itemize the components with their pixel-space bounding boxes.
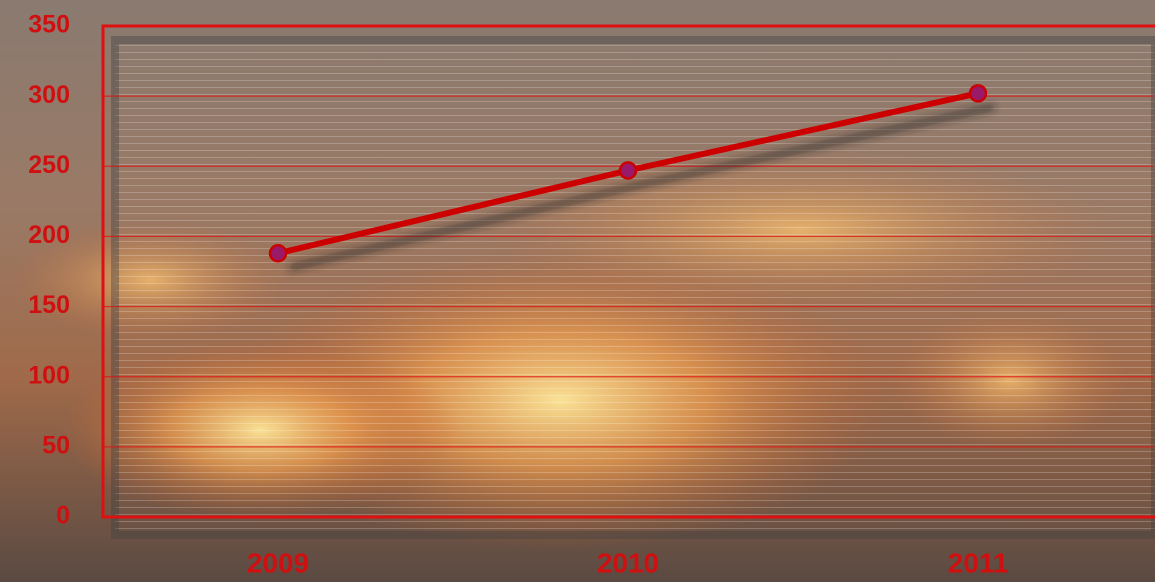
data-point xyxy=(968,84,988,103)
data-point xyxy=(268,244,288,263)
y-tick-label: 0 xyxy=(56,502,70,530)
series xyxy=(268,84,988,263)
y-tick-label: 150 xyxy=(28,291,70,319)
y-tick-label: 50 xyxy=(42,431,70,459)
plot-texture xyxy=(115,40,1155,535)
plot-frame-shadow xyxy=(111,36,1155,539)
y-tick-label: 250 xyxy=(28,151,70,179)
y-tick-label: 200 xyxy=(28,221,70,249)
x-tick-label: 2009 xyxy=(247,547,309,578)
plot-border xyxy=(101,24,1155,519)
x-tick-label: 2010 xyxy=(597,547,659,578)
x-tick-label: 2011 xyxy=(948,547,1009,578)
y-tick-label: 100 xyxy=(28,361,70,389)
data-point xyxy=(618,161,638,180)
y-tick-label: 300 xyxy=(28,81,70,109)
y-tick-label: 350 xyxy=(28,11,70,39)
